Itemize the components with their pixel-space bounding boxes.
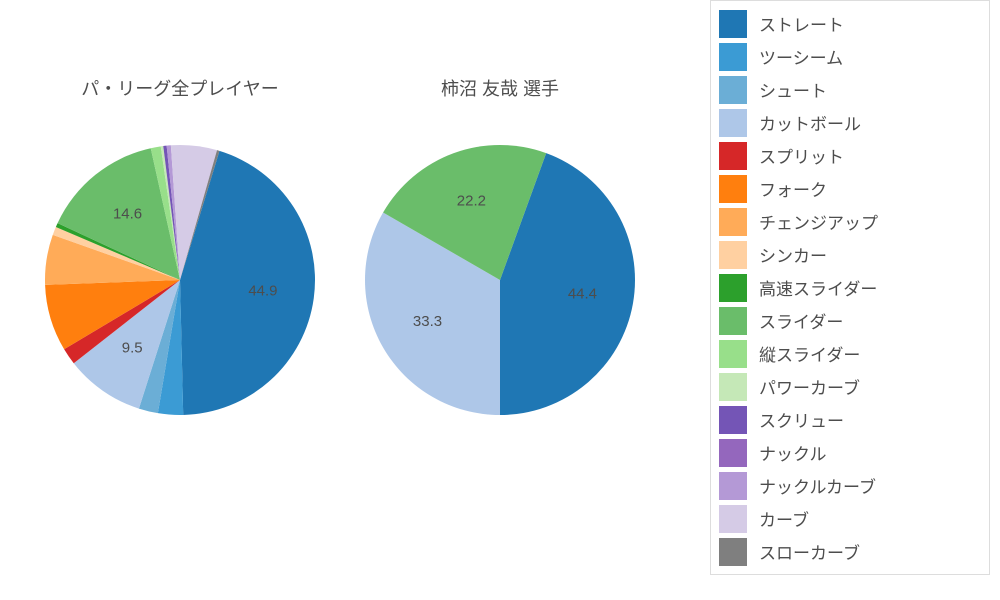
legend-item: ナックル	[719, 436, 981, 469]
legend-item: フォーク	[719, 172, 981, 205]
pie-slice-label: 9.5	[122, 340, 143, 357]
legend-label: シンカー	[759, 242, 827, 267]
legend-swatch	[719, 340, 747, 368]
pie-slice-label: 14.6	[113, 206, 142, 223]
legend-swatch	[719, 538, 747, 566]
legend-item: スプリット	[719, 139, 981, 172]
legend-swatch	[719, 208, 747, 236]
legend-item: ナックルカーブ	[719, 469, 981, 502]
legend-swatch	[719, 406, 747, 434]
legend-item: 縦スライダー	[719, 337, 981, 370]
legend-item: シュート	[719, 73, 981, 106]
pie-slice-label: 44.9	[248, 282, 277, 299]
legend-item: ストレート	[719, 7, 981, 40]
legend-swatch	[719, 439, 747, 467]
legend-swatch	[719, 505, 747, 533]
legend-swatch	[719, 43, 747, 71]
legend-label: パワーカーブ	[759, 374, 860, 399]
legend-label: スクリュー	[759, 407, 844, 432]
legend-item: チェンジアップ	[719, 205, 981, 238]
legend-swatch	[719, 109, 747, 137]
legend-swatch	[719, 274, 747, 302]
legend-label: スライダー	[759, 308, 843, 333]
legend-item: カットボール	[719, 106, 981, 139]
legend-label: ツーシーム	[759, 44, 843, 69]
legend-item: パワーカーブ	[719, 370, 981, 403]
legend-swatch	[719, 10, 747, 38]
legend-swatch	[719, 241, 747, 269]
legend-swatch	[719, 142, 747, 170]
legend-label: ナックル	[759, 440, 827, 465]
legend-label: ストレート	[759, 11, 844, 36]
legend-label: カーブ	[759, 506, 809, 531]
legend-item: スライダー	[719, 304, 981, 337]
legend-label: 縦スライダー	[759, 341, 860, 366]
legend-item: 高速スライダー	[719, 271, 981, 304]
legend-label: フォーク	[759, 176, 827, 201]
pie-slice-label: 22.2	[457, 192, 486, 209]
legend-swatch	[719, 373, 747, 401]
legend-swatch	[719, 76, 747, 104]
pie-slice-label: 44.4	[568, 286, 597, 303]
legend: ストレートツーシームシュートカットボールスプリットフォークチェンジアップシンカー…	[710, 0, 990, 575]
legend-item: スクリュー	[719, 403, 981, 436]
legend-item: シンカー	[719, 238, 981, 271]
legend-label: チェンジアップ	[759, 209, 878, 234]
pie-slice-label: 33.3	[413, 313, 442, 330]
legend-item: ツーシーム	[719, 40, 981, 73]
legend-swatch	[719, 307, 747, 335]
chart-container: パ・リーグ全プレイヤー 44.99.514.6 柿沼 友哉 選手 44.433.…	[0, 0, 1000, 600]
pie-chart-league: 44.9 9.5 14.6	[0, 60, 360, 500]
legend-label: 高速スライダー	[759, 275, 877, 300]
legend-label: カットボール	[759, 110, 861, 135]
legend-label: シュート	[759, 77, 827, 102]
legend-swatch	[719, 472, 747, 500]
legend-item: カーブ	[719, 502, 981, 535]
legend-item: スローカーブ	[719, 535, 981, 568]
legend-label: スローカーブ	[759, 539, 860, 564]
legend-label: ナックルカーブ	[759, 473, 876, 498]
pie-chart-player: 44.4 33.3 22.2	[320, 60, 680, 500]
legend-label: スプリット	[759, 143, 844, 168]
legend-swatch	[719, 175, 747, 203]
